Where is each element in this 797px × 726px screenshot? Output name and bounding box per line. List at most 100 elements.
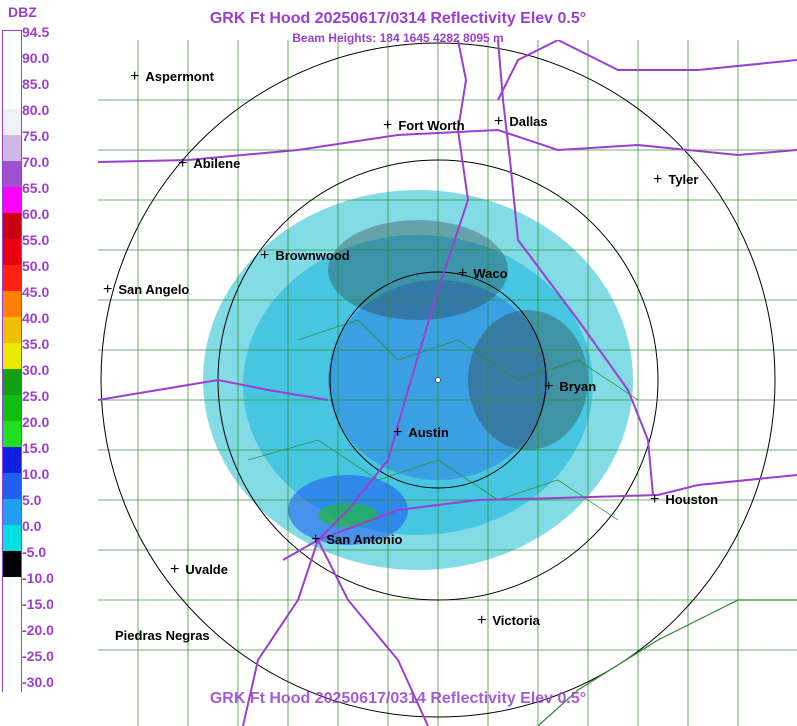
legend-swatch	[3, 239, 21, 265]
legend-value: -5.0	[22, 544, 47, 560]
city-label: + Bryan	[544, 378, 596, 396]
map-subtitle: Beam Heights: 184 1645 4282 8095 m	[292, 31, 504, 45]
city-name: Victoria	[492, 613, 540, 628]
city-marker-icon: +	[650, 491, 660, 508]
city-marker-icon: +	[130, 68, 140, 85]
city-name: Fort Worth	[398, 118, 465, 133]
legend-value: 90.0	[22, 50, 50, 66]
legend-swatch	[3, 83, 21, 109]
city-marker-icon: +	[383, 117, 393, 134]
dbz-legend: DBZ 94.5 90.0 85.0 80.0 75.0 70.0 65.0 60.0 55.0…	[0, 0, 54, 726]
city-marker-icon: +	[544, 378, 554, 395]
legend-value: 65.0	[22, 180, 50, 196]
map-title-bottom: GRK Ft Hood 20250617/0314 Reflectivity E…	[209, 690, 587, 707]
city-label: + Fort Worth	[383, 117, 465, 135]
legend-value: 20.0	[22, 414, 50, 430]
legend-swatch	[3, 161, 21, 187]
legend-swatch	[3, 681, 21, 707]
city-name: Austin	[408, 425, 449, 440]
city-label: + San Angelo	[103, 281, 189, 299]
legend-value: 70.0	[22, 154, 50, 170]
legend-swatch	[3, 213, 21, 239]
legend-value: 50.0	[22, 258, 50, 274]
city-marker-icon: +	[311, 531, 321, 548]
legend-value: -20.0	[22, 622, 54, 638]
city-name: Bryan	[559, 379, 597, 394]
legend-value: -10.0	[22, 570, 54, 586]
legend-swatch	[3, 551, 21, 577]
legend-swatch	[3, 577, 21, 603]
city-marker-icon: +	[260, 247, 270, 264]
city-label: + Austin	[393, 424, 449, 442]
city-marker-icon: +	[477, 612, 487, 629]
city-label: + Houston	[650, 491, 718, 509]
legend-swatch	[3, 395, 21, 421]
legend-swatch	[3, 317, 21, 343]
legend-swatch	[3, 369, 21, 395]
city-marker-icon: +	[653, 171, 663, 188]
legend-value: 94.5	[22, 24, 50, 40]
coastline	[537, 599, 797, 726]
city-label: + Victoria	[477, 612, 540, 630]
legend-swatch	[3, 629, 21, 655]
legend-swatch	[3, 343, 21, 369]
city-name: Tyler	[668, 172, 699, 187]
legend-swatch	[3, 655, 21, 681]
legend-value: 55.0	[22, 232, 50, 248]
city-name: Aspermont	[145, 69, 214, 84]
legend-swatch	[3, 473, 21, 499]
legend-swatch	[3, 265, 21, 291]
radar-site-marker	[435, 377, 441, 383]
city-name: Brownwood	[275, 248, 350, 263]
legend-swatch	[3, 291, 21, 317]
city-label: + Aspermont	[130, 68, 214, 86]
city-marker-icon: +	[458, 265, 468, 282]
city-label: + Tyler	[653, 171, 698, 189]
legend-swatch	[3, 421, 21, 447]
legend-swatch	[3, 187, 21, 213]
legend-swatch	[3, 525, 21, 551]
city-marker-icon: +	[170, 561, 180, 578]
city-label: Piedras Negras	[115, 628, 210, 643]
legend-value: -30.0	[22, 674, 54, 690]
city-marker-icon: +	[178, 155, 188, 172]
city-name: Dallas	[509, 114, 548, 129]
legend-swatch	[3, 447, 21, 473]
legend-value: 25.0	[22, 388, 50, 404]
city-marker-icon: +	[393, 424, 403, 441]
city-label: + San Antonio	[311, 531, 402, 549]
legend-swatch	[3, 109, 21, 135]
legend-swatch	[3, 603, 21, 629]
city-name: Abilene	[193, 156, 241, 171]
legend-value: 35.0	[22, 336, 50, 352]
city-label: + Abilene	[178, 155, 240, 173]
highways	[98, 40, 797, 726]
legend-swatch	[3, 57, 21, 83]
legend-swatch	[3, 499, 21, 525]
legend-value: 30.0	[22, 362, 50, 378]
city-name: Piedras Negras	[115, 628, 210, 643]
legend-value: 45.0	[22, 284, 50, 300]
city-marker-icon: +	[494, 113, 504, 130]
legend-swatch	[3, 135, 21, 161]
legend-value: 80.0	[22, 102, 50, 118]
legend-value: 5.0	[22, 492, 42, 508]
legend-swatch	[3, 31, 21, 57]
city-name: San Angelo	[118, 282, 190, 297]
legend-value: 10.0	[22, 466, 50, 482]
city-name: San Antonio	[326, 532, 403, 547]
legend-value: 60.0	[22, 206, 50, 222]
legend-value: 75.0	[22, 128, 50, 144]
legend-value: 85.0	[22, 76, 50, 92]
city-label: + Uvalde	[170, 561, 228, 579]
city-name: Uvalde	[185, 562, 228, 577]
legend-value: 0.0	[22, 518, 42, 534]
city-name: Waco	[473, 266, 508, 281]
city-label: + Waco	[458, 265, 508, 283]
radar-svg	[98, 40, 797, 726]
radar-map[interactable]	[98, 40, 797, 726]
city-label: + Brownwood	[260, 247, 350, 265]
map-title: GRK Ft Hood 20250617/0314 Reflectivity E…	[209, 10, 587, 27]
legend-value: 15.0	[22, 440, 50, 456]
city-label: + Dallas	[494, 113, 548, 131]
